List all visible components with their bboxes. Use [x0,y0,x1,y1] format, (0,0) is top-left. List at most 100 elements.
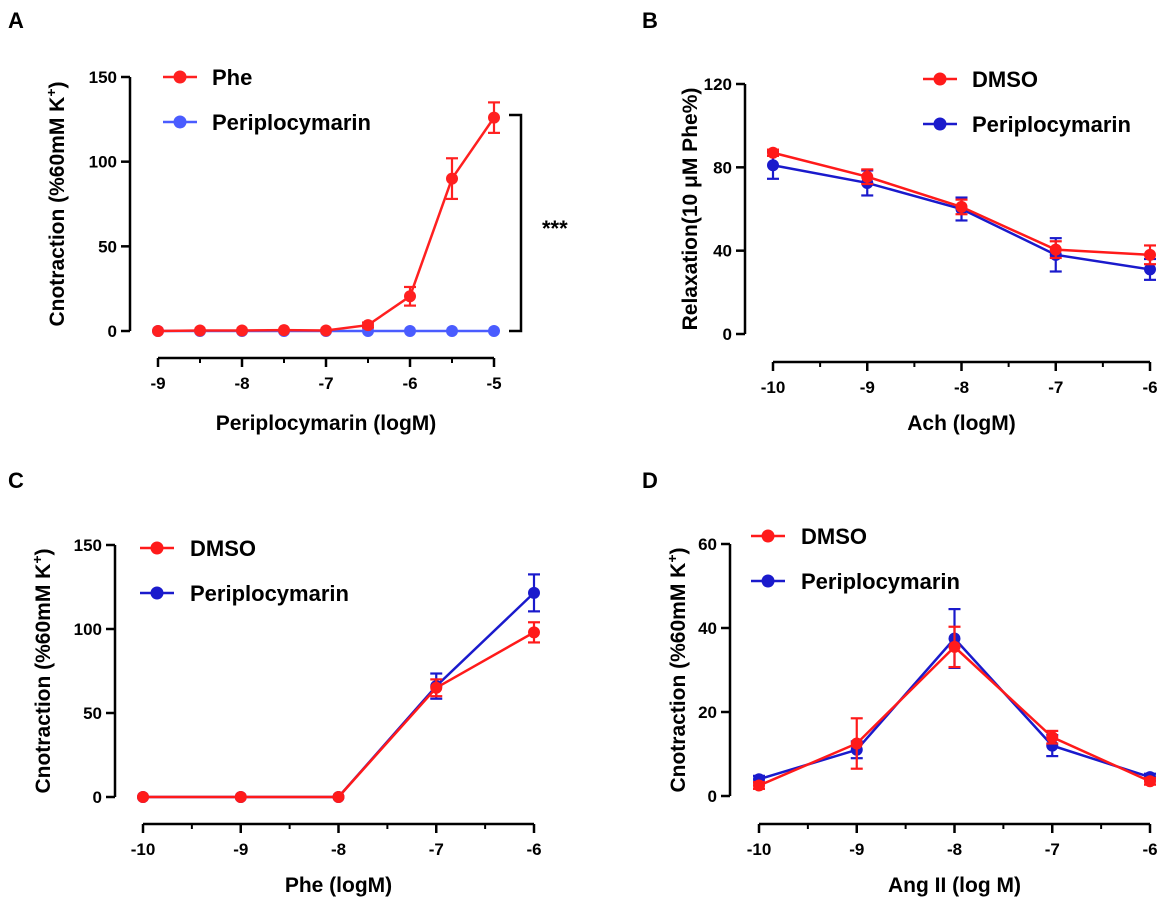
y-axis-title: Relaxation(10 μM Phe%) [679,88,702,331]
x-tick-label: -9 [233,840,248,859]
y-tick-label: 150 [89,68,117,87]
panel-d: D 0 20 40 60 -10 -9 -8 -7 -6 Ang II (log M) Cnotrac… [642,468,1158,897]
data-point-phe [152,325,164,337]
data-point-dmso [332,791,345,803]
panel-a: A 0 50 100 150 -9 -8 -7 -6 -5 Periplocymarin (logM… [8,8,568,435]
x-tick-label: -5 [486,374,501,393]
x-tick-label: -8 [234,374,249,393]
panel-letter: B [642,8,658,33]
legend-label-periplocymarin: Periplocymarin [801,569,960,594]
panel-c: C 0 50 100 150 -10 -9 -8 -7 -6 Phe (logM) Cnotracti… [8,468,542,897]
y-tick-label: 40 [713,242,732,261]
x-tick-label: -9 [860,378,875,397]
data-point-phe [236,324,248,337]
data-point-dmso [861,170,874,183]
y-axis-title-tail: ) [32,548,55,555]
x-axis-title: Ang II (log M) [888,874,1021,897]
data-point-dmso [850,737,863,750]
data-point-periplocymarin [767,159,779,172]
data-point-dmso [1046,731,1059,744]
data-point-periplocymarin [1144,263,1156,276]
data-point-phe [404,290,416,303]
data-point-dmso [137,791,149,803]
panel-letter: C [8,468,24,493]
x-axis-title: Ach (logM) [907,412,1015,435]
y-tick-label: 150 [74,536,102,555]
data-point-dmso [1049,243,1062,256]
y-axis-title-main: Cnotraction (%60mM K [32,564,55,794]
y-axis-title: Cnotraction (%60mM K+) [29,548,55,793]
y-axis-title-main: Cnotraction (%60mM K [46,97,69,327]
series-line-periplocymarin [143,591,535,799]
y-tick-label: 50 [83,704,102,723]
data-point-phe [194,324,206,337]
x-tick-label: -8 [947,840,962,859]
data-point-dmso [528,626,540,639]
data-point-dmso [430,681,443,694]
y-axis-title-main: Relaxation(10 μM Phe%) [679,88,702,331]
y-tick-label: 0 [93,788,102,807]
legend-marker-periplocymarin [173,115,187,129]
x-tick-label: -8 [954,378,969,397]
panel-b: B 0 40 80 120 -10 -9 -8 -7 -6 Ach (logM) Relaxation… [642,8,1158,435]
x-tick-label: -7 [1048,378,1063,397]
y-tick-label: 60 [698,535,717,554]
data-point-periplocymarin [446,325,458,337]
series-line-phe [157,116,496,333]
legend-label-phe: Phe [212,65,252,90]
y-tick-label: 120 [704,75,732,94]
legend-marker-phe [173,70,187,84]
x-tick-label: -7 [318,374,333,393]
data-point-periplocymarin [404,325,416,337]
data-point-phe [320,324,332,337]
y-tick-label: 40 [698,619,717,638]
y-axis-title-tail: ) [46,81,69,88]
x-tick-label: -7 [429,840,444,859]
legend-marker-periplocymarin [761,574,775,588]
legend-label-dmso: DMSO [972,67,1038,92]
x-tick-label: -6 [402,374,417,393]
y-tick-label: 80 [713,158,732,177]
x-axis-title: Phe (logM) [285,874,392,897]
legend-marker-dmso [150,541,164,555]
y-axis-title-tail: ) [667,547,690,554]
y-tick-label: 0 [708,787,717,806]
x-tick-label: -9 [849,840,864,859]
legend-label-periplocymarin: Periplocymarin [190,581,349,606]
legend-label-periplocymarin: Periplocymarin [972,112,1131,137]
y-tick-label: 0 [108,322,117,341]
y-axis-title-sup: + [43,88,59,96]
data-point-phe [362,319,374,332]
x-tick-label: -6 [1142,378,1157,397]
data-point-dmso [948,640,961,653]
x-tick-label: -7 [1045,840,1060,859]
x-tick-label: -8 [331,840,346,859]
y-axis-title-sup: + [664,554,680,562]
legend-label-dmso: DMSO [801,524,867,549]
data-point-phe [446,172,458,185]
significance-annotation: *** [542,216,568,241]
data-point-dmso [234,791,247,803]
data-point-phe [488,111,500,124]
data-point-dmso [955,200,968,213]
data-point-dmso [1144,248,1156,261]
data-point-dmso [1144,775,1156,788]
data-point-periplocymarin [528,586,540,599]
x-tick-label: -10 [131,840,156,859]
significance-bracket [509,113,523,333]
x-tick-label: -10 [761,378,786,397]
y-tick-label: 0 [723,325,732,344]
data-point-phe [278,324,290,337]
x-tick-label: -6 [526,840,541,859]
legend-marker-periplocymarin [150,586,164,600]
x-tick-label: -6 [1142,840,1157,859]
legend-label-periplocymarin: Periplocymarin [212,110,371,135]
y-axis-title-sup: + [29,555,45,563]
legend-marker-dmso [933,72,947,86]
x-tick-label: -9 [150,374,165,393]
y-tick-label: 100 [74,620,102,639]
y-axis-title: Cnotraction (%60mM K+) [43,81,69,326]
panel-letter: D [642,468,658,493]
y-tick-label: 100 [89,153,117,172]
